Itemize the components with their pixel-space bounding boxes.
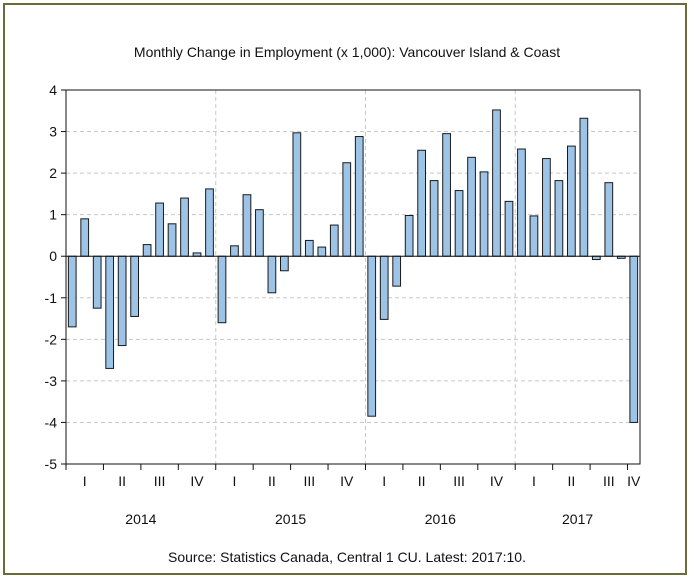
x-year-label: 2017 bbox=[562, 511, 593, 527]
bar bbox=[67, 255, 77, 328]
bar bbox=[567, 145, 576, 257]
bar bbox=[429, 180, 439, 257]
bar bbox=[442, 133, 451, 257]
bar bbox=[105, 255, 115, 369]
grid-lines bbox=[66, 90, 640, 464]
bar bbox=[629, 255, 639, 423]
bar bbox=[479, 171, 489, 257]
chart-frame bbox=[3, 3, 687, 575]
bar bbox=[542, 158, 551, 257]
plot-border bbox=[65, 89, 641, 465]
bar bbox=[379, 255, 389, 320]
bar bbox=[579, 117, 589, 257]
x-year-label: 2015 bbox=[275, 511, 306, 527]
bar bbox=[217, 255, 227, 324]
bar bbox=[155, 202, 164, 257]
x-quarter-label: III bbox=[453, 473, 465, 489]
bar bbox=[342, 162, 352, 257]
bar bbox=[504, 200, 514, 257]
x-quarter-label: II bbox=[118, 473, 126, 489]
bar bbox=[142, 244, 152, 257]
x-quarter-label: I bbox=[382, 473, 386, 489]
bar bbox=[255, 209, 264, 257]
y-tick-label: 0 bbox=[49, 248, 57, 264]
x-quarter-label: III bbox=[603, 473, 615, 489]
x-quarter-label: IV bbox=[190, 473, 204, 489]
bar bbox=[329, 224, 339, 257]
y-tick-label: -5 bbox=[45, 456, 58, 472]
x-year-label: 2016 bbox=[425, 511, 456, 527]
bar bbox=[92, 255, 102, 309]
bar bbox=[529, 215, 539, 257]
bar bbox=[167, 223, 177, 257]
bar bbox=[367, 255, 377, 417]
source-note: Source: Statistics Canada, Central 1 CU.… bbox=[168, 549, 526, 565]
axes bbox=[61, 89, 641, 470]
y-tick-label: -1 bbox=[45, 290, 58, 306]
x-quarter-label: IV bbox=[490, 473, 504, 489]
bar bbox=[267, 255, 277, 294]
bar bbox=[205, 188, 214, 257]
bar bbox=[280, 255, 289, 272]
bar bbox=[317, 246, 327, 257]
bar bbox=[392, 255, 402, 287]
bar bbox=[304, 239, 314, 257]
bar bbox=[454, 190, 464, 257]
y-tick-label: -2 bbox=[45, 331, 58, 347]
x-quarter-label: I bbox=[233, 473, 237, 489]
y-tick-label: 3 bbox=[49, 124, 57, 140]
bar bbox=[180, 197, 189, 257]
bar bbox=[492, 109, 501, 257]
y-tick-label: -3 bbox=[45, 373, 58, 389]
x-quarter-label: IV bbox=[627, 473, 641, 489]
y-tick-label: 2 bbox=[49, 165, 57, 181]
x-quarter-label: III bbox=[154, 473, 166, 489]
x-quarter-label: II bbox=[418, 473, 426, 489]
y-tick-label: -4 bbox=[45, 414, 58, 430]
x-quarter-label: II bbox=[567, 473, 575, 489]
bar bbox=[242, 194, 252, 257]
bars bbox=[67, 109, 639, 423]
y-tick-label: 1 bbox=[49, 207, 57, 223]
bar bbox=[517, 148, 526, 257]
bar bbox=[230, 245, 239, 257]
x-quarter-label: I bbox=[83, 473, 87, 489]
bar bbox=[292, 132, 302, 257]
x-quarter-label: IV bbox=[340, 473, 354, 489]
x-quarter-label: II bbox=[268, 473, 276, 489]
bar bbox=[117, 255, 127, 347]
bar bbox=[554, 180, 564, 257]
x-year-label: 2014 bbox=[125, 511, 156, 527]
bar bbox=[467, 156, 476, 257]
bar bbox=[417, 149, 426, 257]
bar bbox=[404, 214, 414, 257]
x-quarter-label: III bbox=[303, 473, 315, 489]
bar bbox=[130, 255, 139, 317]
bar bbox=[80, 218, 90, 257]
bar bbox=[354, 136, 364, 257]
y-tick-label: 4 bbox=[49, 82, 57, 98]
bar bbox=[604, 182, 614, 257]
x-quarter-label: I bbox=[532, 473, 536, 489]
chart-title: Monthly Change in Employment (x 1,000): … bbox=[133, 44, 561, 60]
